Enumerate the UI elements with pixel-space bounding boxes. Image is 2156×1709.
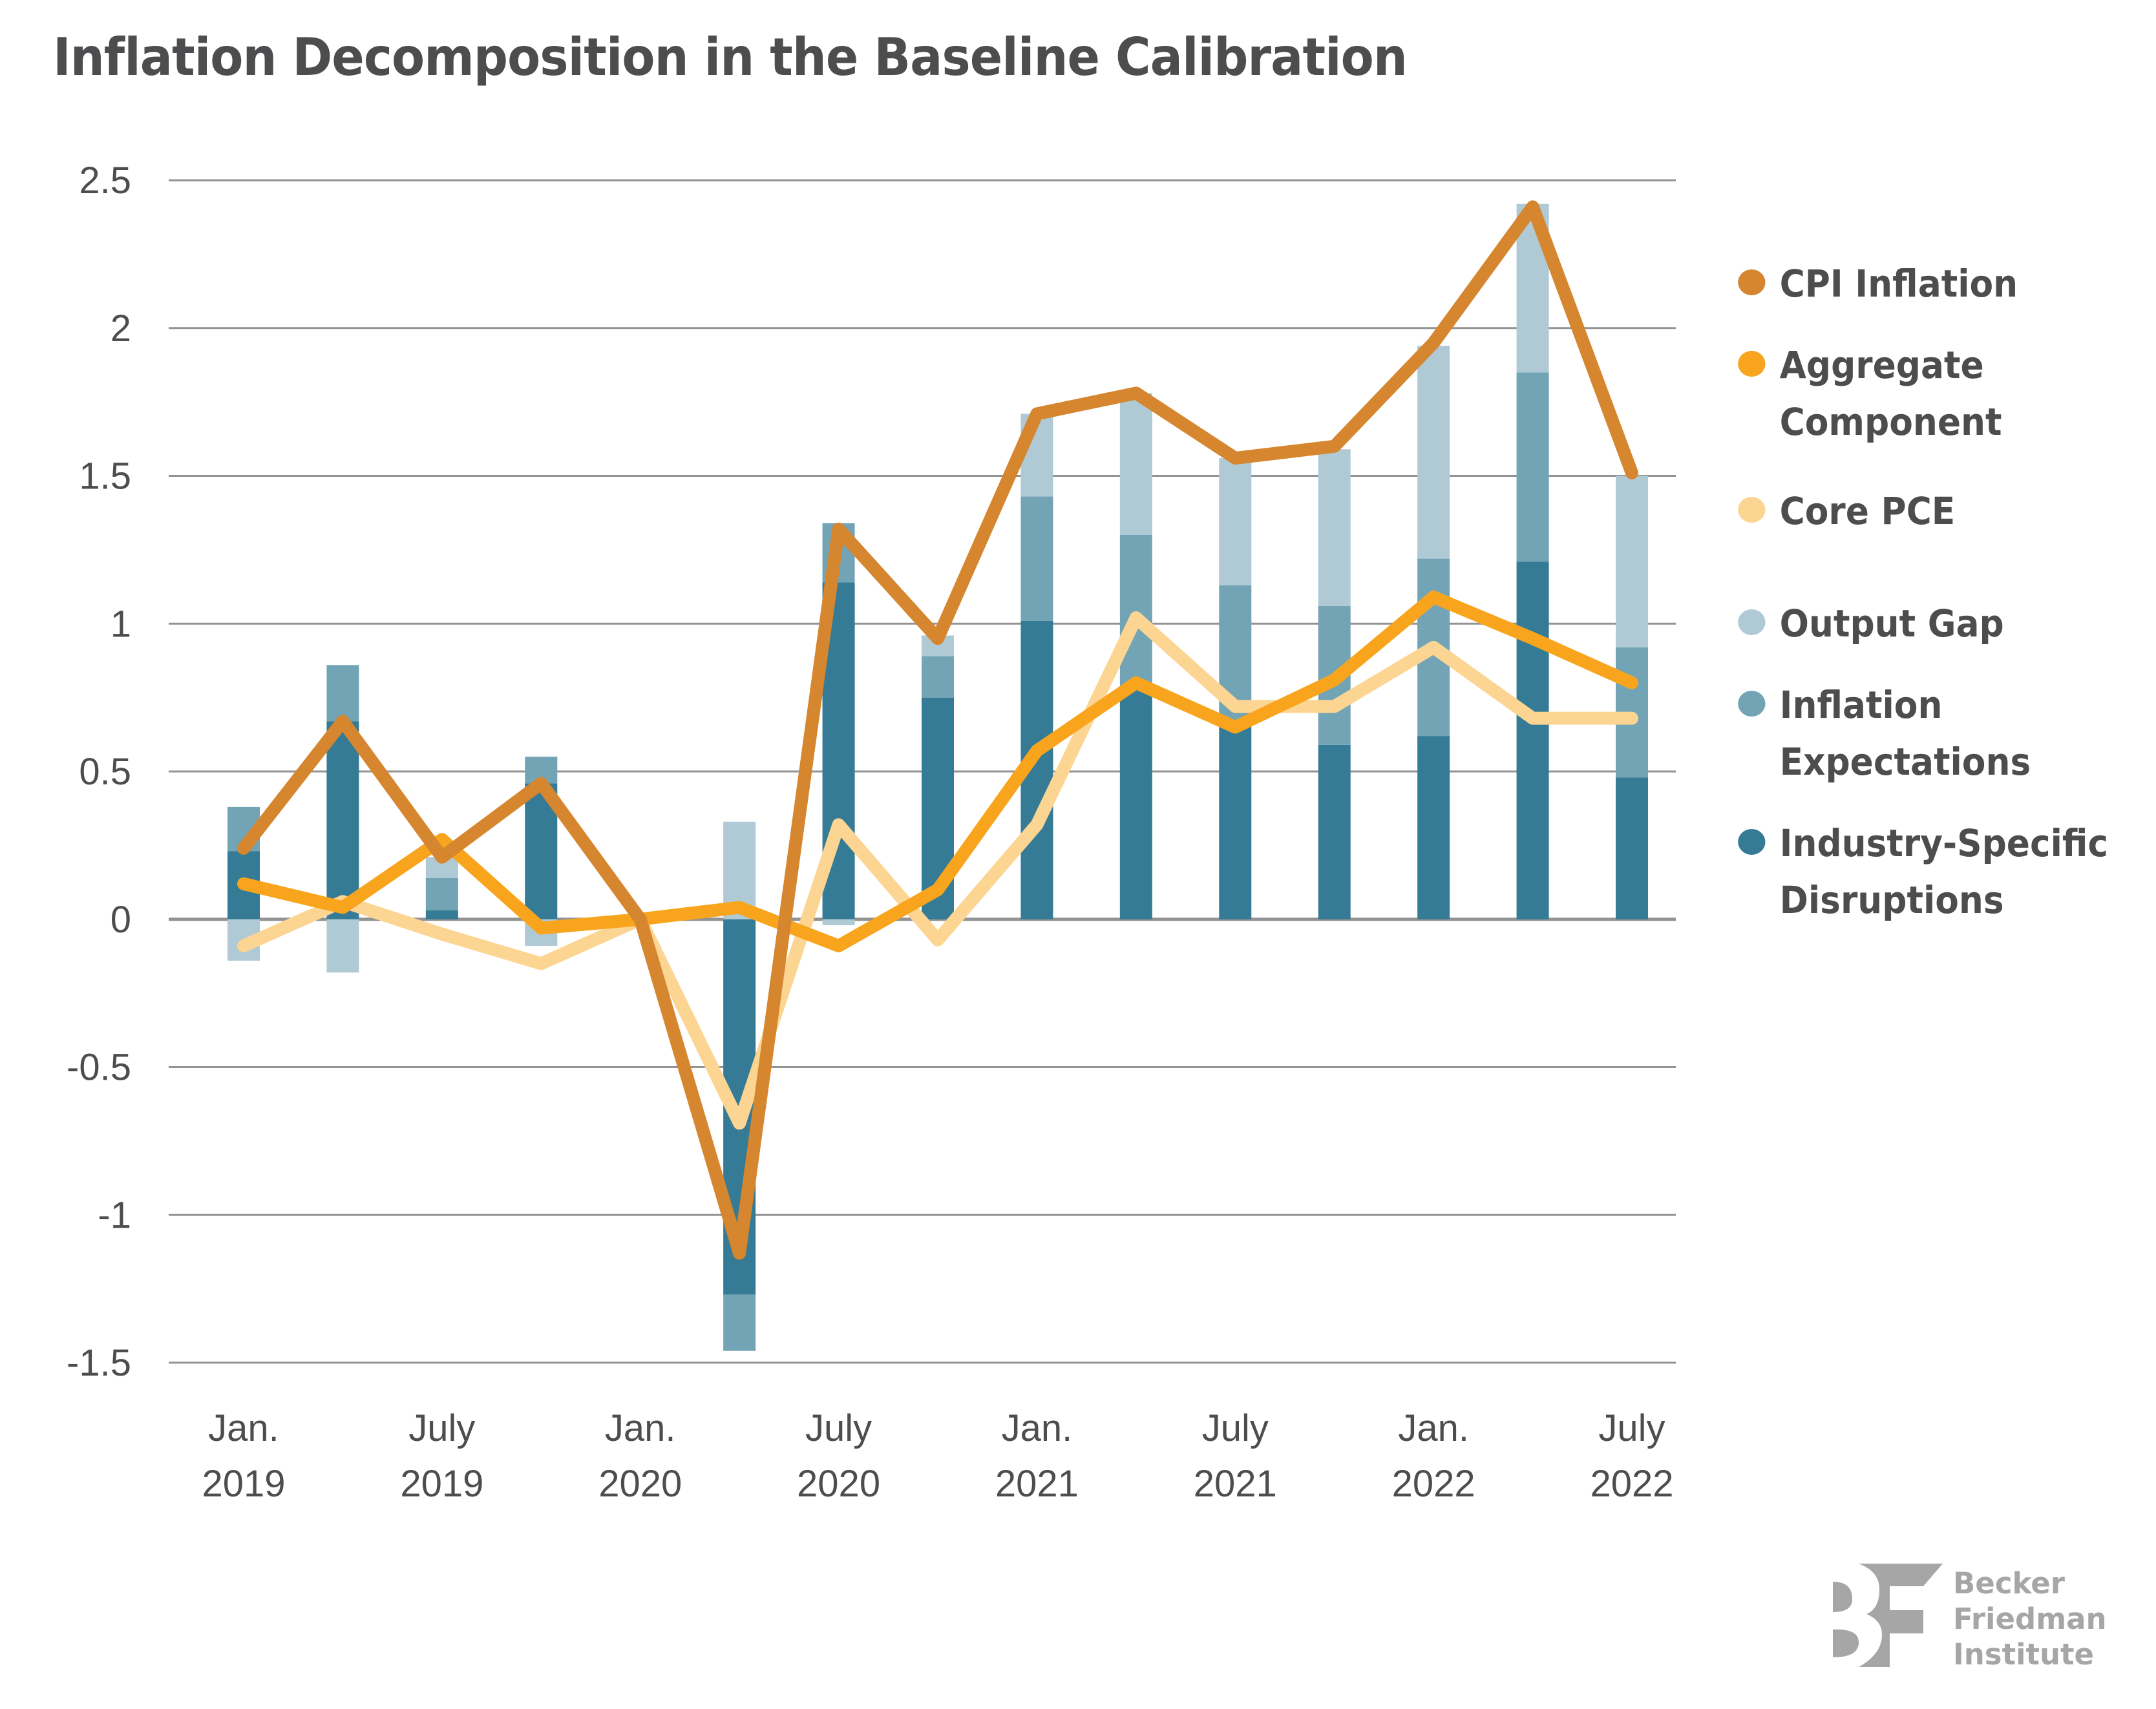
bar-segment-inflation-expectations (922, 656, 954, 698)
bar-segment-industry-specific-disruptions (1516, 561, 1549, 919)
bf-logo-icon (1833, 1564, 1943, 1667)
bar-segment-industry-specific-disruptions (1219, 721, 1252, 919)
y-tick-label: -1 (98, 1194, 131, 1236)
legend-label: Aggregate (1779, 343, 1984, 387)
legend-item-industry-specific-disruptions: Industry-Specific Disruptions (1732, 815, 2108, 938)
legend: CPI Inflation Aggregate Component Core P… (1732, 255, 2141, 938)
legend-swatch (1738, 829, 1766, 855)
x-tick-label: 2021 (1194, 1463, 1277, 1505)
legend-item-output-gap: Output Gap (1732, 595, 2108, 657)
bar-segment-industry-specific-disruptions (1318, 744, 1351, 919)
line-aggregate-component (237, 591, 1638, 952)
y-tick-label: -0.5 (67, 1047, 131, 1089)
bar-segment-inflation-expectations (326, 665, 359, 722)
bar-segment-inflation-expectations (1020, 496, 1053, 621)
legend-label: Disruptions (1779, 878, 2004, 922)
x-tick-label: Jan. (1398, 1407, 1469, 1449)
y-tick-label: 1 (111, 603, 131, 645)
bar-segment-inflation-expectations (425, 877, 458, 911)
x-tick-label: July (1598, 1407, 1665, 1449)
x-tick-label: Jan. (208, 1407, 279, 1449)
bar-segment-output-gap (1616, 476, 1648, 647)
bar-segment-output-gap (1318, 449, 1351, 606)
x-tick-label: July (805, 1407, 872, 1449)
legend-swatch (1738, 691, 1766, 717)
legend-item-inflation-expectations: Inflation Expectations (1732, 676, 2108, 799)
x-tick-label: 2019 (202, 1463, 285, 1505)
bar-segment-industry-specific-disruptions (326, 721, 359, 919)
bar-segment-output-gap (326, 919, 359, 973)
bar-segment-output-gap (1417, 346, 1450, 559)
legend-label: Output Gap (1779, 602, 2004, 645)
legend-swatch (1738, 269, 1766, 295)
legend-swatch (1738, 351, 1766, 377)
bar-segment-inflation-expectations (723, 1294, 756, 1351)
bar-segment-industry-specific-disruptions (1417, 736, 1450, 919)
line-cpi-inflation (237, 200, 1638, 1260)
bar-segment-industry-specific-disruptions (425, 910, 458, 919)
y-axis-ticks: 2.5 2 1.5 1 0.5 0 -0.5 -1 -1.5 (67, 160, 131, 1384)
y-tick-label: 2 (111, 308, 131, 350)
x-tick-label: 2022 (1392, 1463, 1475, 1505)
legend-item-aggregate-component: Aggregate Component (1732, 337, 2108, 483)
y-tick-label: 0.5 (79, 751, 131, 793)
x-tick-label: 2020 (598, 1463, 682, 1505)
y-tick-label: 2.5 (79, 160, 131, 202)
legend-item-cpi-inflation: CPI Inflation (1732, 255, 2108, 317)
legend-label: Inflation (1779, 683, 1943, 727)
bar-segment-output-gap (1219, 458, 1252, 585)
x-tick-label: 2020 (797, 1463, 880, 1505)
x-tick-label: Jan. (605, 1407, 676, 1449)
x-tick-label: 2021 (995, 1463, 1079, 1505)
x-axis-ticks: Jan. 2019 July 2019 Jan. 2020 July 2020 Jan. 2021… (202, 1407, 1673, 1505)
y-tick-label: 0 (111, 899, 131, 941)
y-tick-label: 1.5 (79, 456, 131, 498)
legend-item-core-pce: Core PCE (1732, 483, 2108, 580)
x-tick-label: 2022 (1590, 1463, 1673, 1505)
bar-segment-output-gap (822, 919, 855, 925)
legend-label: CPI Inflation (1779, 262, 2018, 306)
bar-segment-industry-specific-disruptions (1616, 777, 1648, 919)
bar-segment-industry-specific-disruptions (1119, 688, 1152, 919)
y-tick-label: -1.5 (67, 1342, 131, 1384)
logo-text: Becker Friedman Institute (1953, 1566, 2107, 1672)
bar-segment-output-gap (1119, 393, 1152, 535)
logo-line: Institute (1953, 1637, 2095, 1672)
legend-swatch (1738, 497, 1766, 523)
legend-label: Core PCE (1779, 489, 1956, 533)
line-core-pce (237, 611, 1638, 1130)
x-tick-label: 2019 (400, 1463, 483, 1505)
chart-title: Inflation Decomposition in the Baseline … (53, 27, 1408, 87)
legend-label: Component (1779, 400, 2002, 444)
x-tick-label: July (1202, 1407, 1269, 1449)
legend-label: Expectations (1779, 740, 2031, 784)
x-tick-label: July (408, 1407, 475, 1449)
line-series (237, 200, 1638, 1260)
bar-segment-inflation-expectations (1516, 372, 1549, 562)
logo-line: Friedman (1953, 1602, 2107, 1636)
stacked-bars (227, 204, 1648, 1351)
legend-swatch (1738, 609, 1766, 635)
x-tick-label: Jan. (1002, 1407, 1073, 1449)
logo-line: Becker (1953, 1566, 2065, 1600)
legend-label: Industry-Specific (1779, 821, 2109, 865)
